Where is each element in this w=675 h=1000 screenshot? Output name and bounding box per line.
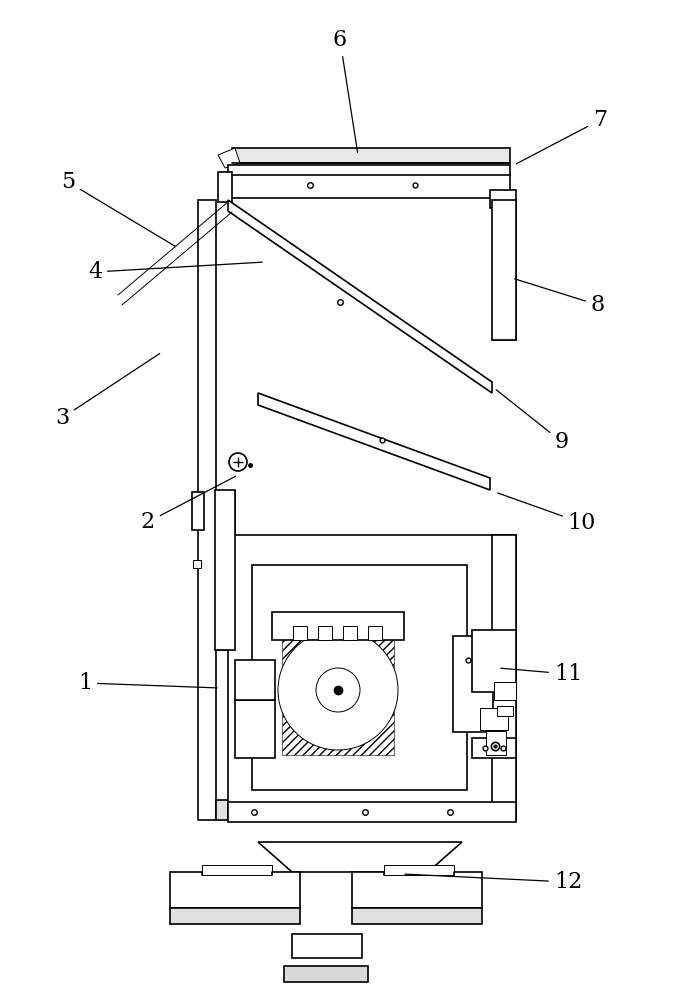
Text: 3: 3 [55, 354, 160, 429]
Bar [228, 535, 516, 820]
Bar [198, 200, 216, 820]
Bar [170, 872, 300, 908]
Bar [492, 200, 516, 340]
Bar [492, 535, 516, 820]
Bar [492, 535, 516, 820]
Bar [453, 636, 493, 732]
Bar [384, 865, 454, 875]
Bar [343, 626, 357, 640]
Bar [472, 738, 516, 758]
Bar [235, 660, 275, 700]
Bar [492, 200, 516, 340]
Text: 5: 5 [61, 171, 176, 247]
Bar [252, 565, 467, 790]
Bar [480, 708, 508, 730]
Bar [193, 560, 201, 568]
Bar [352, 908, 482, 924]
Bar [192, 492, 204, 530]
Bar [352, 872, 482, 908]
Text: 6: 6 [333, 29, 358, 152]
Text: 9: 9 [496, 390, 569, 453]
Bar [272, 612, 404, 640]
Bar [284, 966, 368, 982]
Bar [235, 700, 275, 758]
Bar [218, 172, 232, 202]
Bar [486, 731, 506, 755]
Polygon shape [278, 630, 398, 750]
Bar [237, 702, 273, 756]
Polygon shape [258, 393, 490, 490]
Bar [368, 626, 382, 640]
Bar [228, 165, 510, 198]
Bar [215, 490, 235, 650]
Text: 11: 11 [501, 663, 582, 685]
Bar [202, 865, 272, 875]
Bar [490, 190, 516, 208]
Text: 8: 8 [514, 279, 605, 316]
Bar [237, 662, 273, 698]
Bar [282, 625, 394, 755]
Bar [216, 800, 234, 820]
Bar [494, 682, 516, 700]
Bar [228, 802, 516, 822]
Bar [497, 706, 513, 716]
Bar [318, 626, 332, 640]
Polygon shape [228, 200, 492, 393]
Text: 12: 12 [405, 871, 582, 893]
Polygon shape [232, 148, 510, 163]
Text: 10: 10 [497, 493, 596, 534]
Bar [472, 630, 516, 692]
Polygon shape [258, 842, 462, 872]
Text: 7: 7 [516, 109, 607, 164]
Bar [215, 490, 235, 650]
Text: 2: 2 [141, 476, 236, 533]
Bar [474, 632, 514, 690]
Bar [252, 565, 467, 790]
Text: 1: 1 [78, 672, 217, 694]
Polygon shape [218, 148, 240, 168]
Bar [292, 934, 362, 958]
Bar [293, 626, 307, 640]
Bar [170, 908, 300, 924]
Text: 4: 4 [88, 261, 262, 283]
Bar [455, 638, 491, 730]
